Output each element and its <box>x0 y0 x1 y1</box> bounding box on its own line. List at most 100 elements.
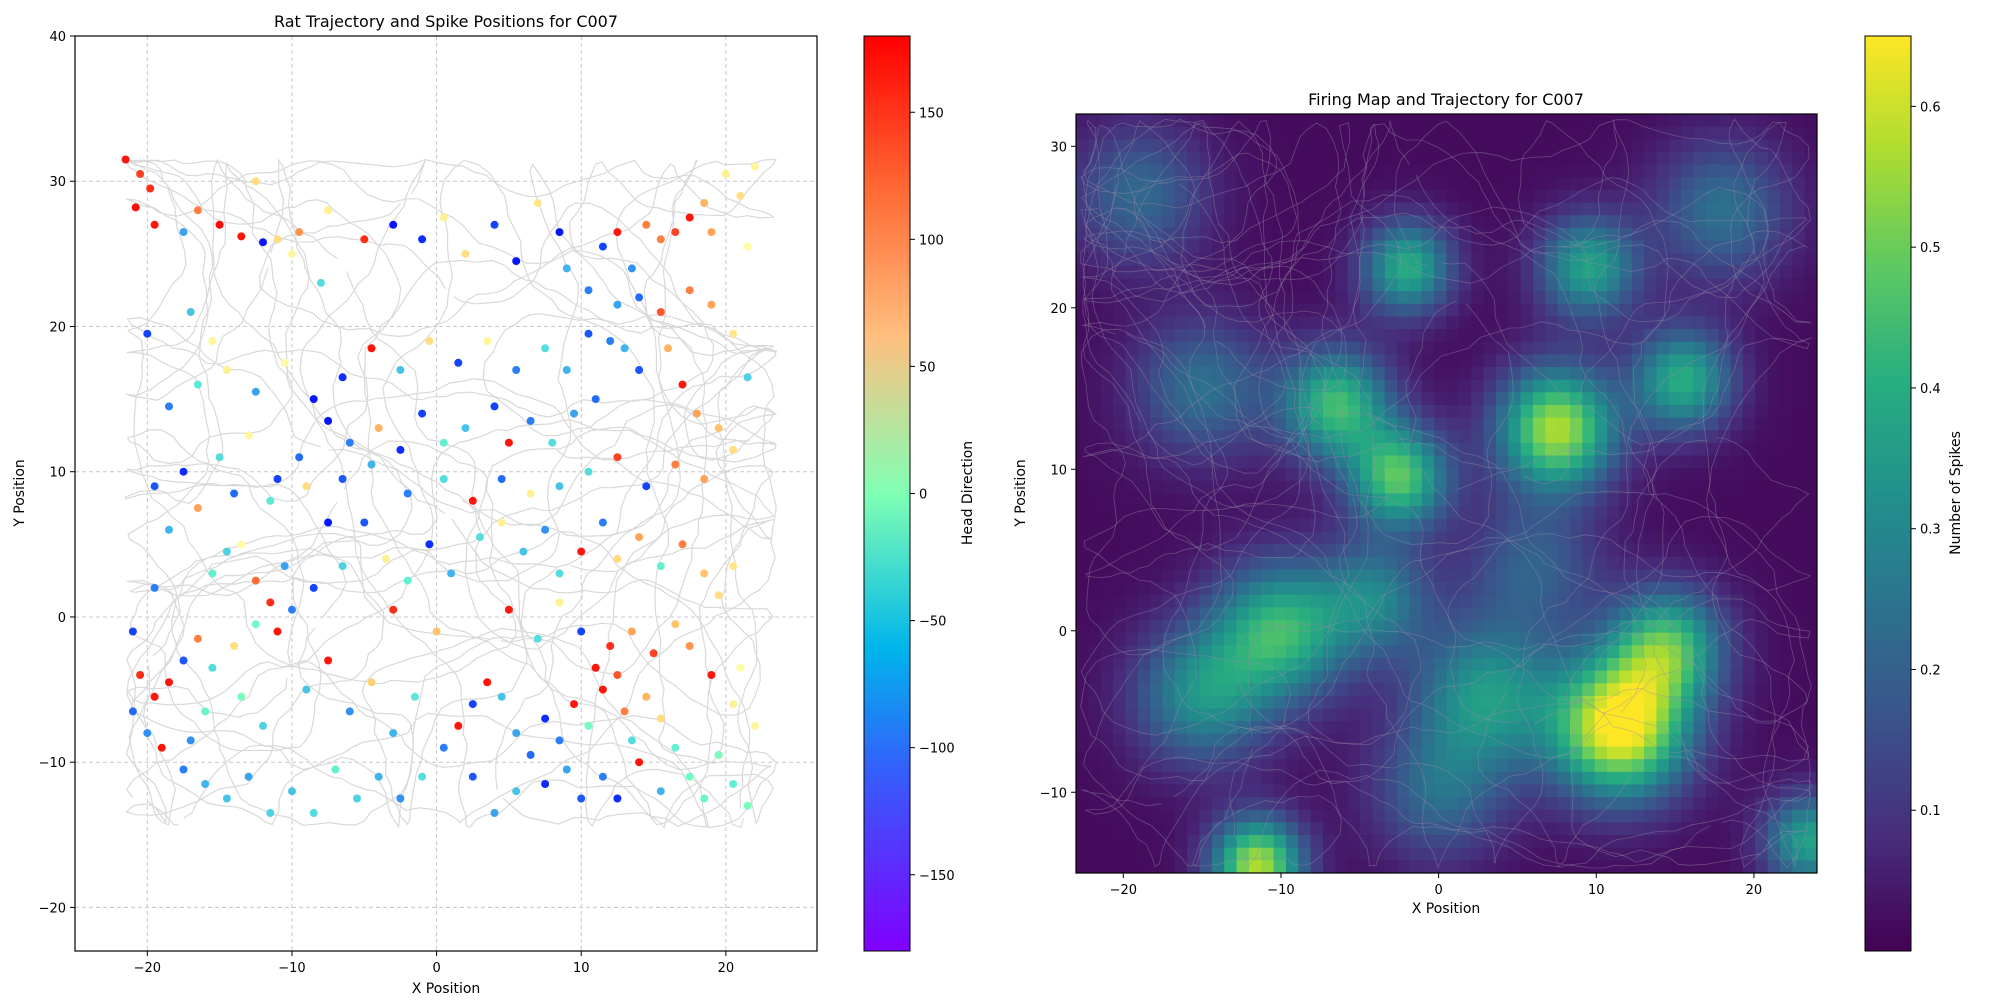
heatmap-cell <box>1681 253 1695 267</box>
heatmap-cell <box>1224 733 1238 748</box>
heatmap-cell <box>1261 291 1275 305</box>
heatmap-cell <box>1755 265 1769 280</box>
heatmap-cell <box>1335 126 1349 140</box>
heatmap-cell <box>1100 202 1114 216</box>
heatmap-cell <box>1088 189 1102 204</box>
heatmap-cell <box>1668 683 1682 697</box>
heatmap-cell <box>1656 126 1670 140</box>
heatmap-cell <box>1557 860 1571 873</box>
heatmap-cell <box>1236 227 1250 242</box>
heatmap-cell <box>1100 303 1114 317</box>
heatmap-cell <box>1619 114 1633 128</box>
heatmap-cell <box>1421 809 1435 823</box>
heatmap-cell <box>1125 468 1139 482</box>
heatmap-cell <box>1631 493 1645 507</box>
heatmap-cell <box>1681 240 1695 254</box>
heatmap-cell <box>1718 316 1732 330</box>
heatmap-cell <box>1360 392 1373 406</box>
heatmap-cell <box>1273 847 1287 861</box>
heatmap-cell <box>1804 468 1817 482</box>
heatmap-cell <box>1273 202 1287 216</box>
heatmap-cell <box>1248 202 1262 216</box>
heatmap-cell <box>1508 392 1522 406</box>
heatmap-cell <box>1755 645 1769 659</box>
heatmap-cell <box>1137 645 1151 659</box>
heatmap-cell <box>1742 202 1756 216</box>
heatmap-cell <box>1767 430 1781 444</box>
spike-point <box>750 162 759 171</box>
heatmap-cell <box>1804 480 1817 495</box>
heatmap-cell <box>1656 797 1670 811</box>
heatmap-cell <box>1483 607 1497 621</box>
heatmap-cell <box>1100 114 1114 128</box>
heatmap-cell <box>1137 594 1151 608</box>
heatmap-cell <box>1310 189 1324 204</box>
heatmap-cell <box>1150 544 1164 558</box>
spike-point <box>324 656 333 665</box>
heatmap-cell <box>1532 632 1546 646</box>
heatmap-cell <box>1397 746 1411 760</box>
heatmap-cell <box>1273 278 1287 292</box>
heatmap-cell <box>1668 657 1682 672</box>
heatmap-cell <box>1248 126 1262 140</box>
heatmap-cell <box>1384 544 1398 558</box>
heatmap-cell <box>1347 164 1361 178</box>
heatmap-cell <box>1570 367 1583 381</box>
heatmap-cell <box>1199 657 1213 672</box>
heatmap-cell <box>1631 442 1645 457</box>
heatmap-cell <box>1557 329 1571 343</box>
heatmap-cell <box>1668 442 1682 457</box>
heatmap-cell <box>1545 683 1559 697</box>
heatmap-cell <box>1495 531 1509 545</box>
heatmap-cell <box>1631 215 1645 229</box>
spike-point <box>418 235 427 244</box>
heatmap-cell <box>1779 114 1793 128</box>
heatmap-cell <box>1100 404 1114 419</box>
heatmap-cell <box>1693 695 1707 710</box>
heatmap-cell <box>1668 721 1682 735</box>
heatmap-cell <box>1076 822 1089 836</box>
heatmap-cell <box>1718 114 1732 128</box>
heatmap-cell <box>1261 556 1275 570</box>
heatmap-cell <box>1631 531 1645 545</box>
heatmap-cell <box>1471 733 1485 748</box>
heatmap-cell <box>1236 683 1250 697</box>
heatmap-cell <box>1607 607 1620 621</box>
heatmap-cell <box>1174 556 1188 570</box>
heatmap-cell <box>1335 721 1349 735</box>
heatmap-cell <box>1261 657 1275 672</box>
heatmap-cell <box>1594 265 1608 280</box>
spike-point <box>598 685 607 694</box>
heatmap-cell <box>1792 594 1806 608</box>
heatmap-cell <box>1631 329 1645 343</box>
heatmap-cell <box>1570 354 1583 368</box>
heatmap-cell <box>1174 417 1188 431</box>
heatmap-cell <box>1421 189 1435 204</box>
heatmap-cell <box>1076 151 1089 166</box>
heatmap-cell <box>1792 835 1806 849</box>
heatmap-cell <box>1137 784 1151 798</box>
heatmap-cell <box>1644 771 1658 786</box>
heatmap-cell <box>1125 594 1139 608</box>
heatmap-cell <box>1360 291 1373 305</box>
heatmap-cell <box>1446 114 1460 128</box>
heatmap-cell <box>1668 582 1682 596</box>
heatmap-cell <box>1372 797 1386 811</box>
heatmap-cell <box>1310 620 1324 634</box>
heatmap-cell <box>1693 607 1707 621</box>
heatmap-cell <box>1730 177 1744 191</box>
heatmap-cell <box>1545 809 1559 823</box>
heatmap-cell <box>1162 303 1176 317</box>
heatmap-cell <box>1174 721 1188 735</box>
spike-point <box>425 540 434 549</box>
spike-point <box>374 424 383 433</box>
heatmap-cell <box>1113 822 1126 836</box>
heatmap-cell <box>1310 164 1324 178</box>
heatmap-cell <box>1174 126 1188 140</box>
heatmap-cell <box>1718 341 1732 355</box>
heatmap-cell <box>1434 341 1448 355</box>
heatmap-cell <box>1681 126 1695 140</box>
heatmap-cell <box>1681 442 1695 457</box>
heatmap-cell <box>1730 151 1744 166</box>
heatmap-cell <box>1421 670 1435 684</box>
